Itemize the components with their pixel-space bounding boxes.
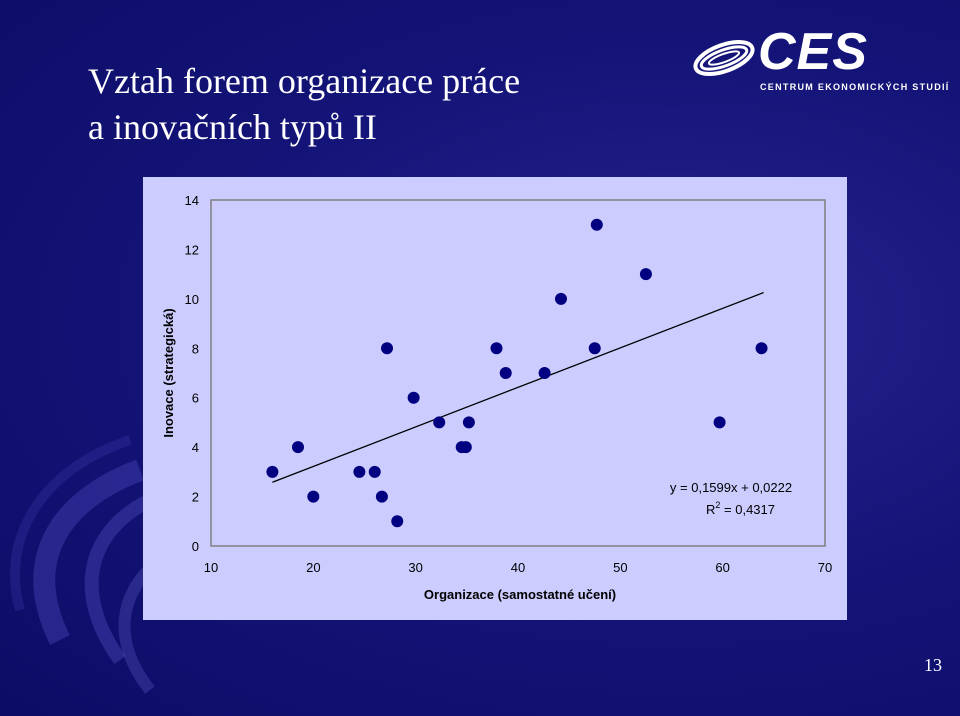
y-tick-label: 14: [185, 193, 199, 208]
chart-panel: 0 2 4 6 8 10 12 14 10 20 30 40 50 60 70 Inovace (stra…: [143, 177, 847, 620]
logo-wordmark: CES: [758, 23, 868, 81]
x-tick-label: 20: [306, 560, 320, 575]
x-tick-label: 60: [715, 560, 729, 575]
data-point: [391, 515, 404, 528]
data-point: [368, 465, 381, 478]
globe-swoosh-icon: [693, 40, 755, 76]
data-point: [381, 342, 394, 355]
x-tick-label: 50: [613, 560, 627, 575]
data-point: [433, 416, 446, 429]
data-point: [588, 342, 601, 355]
trendline: [272, 291, 764, 483]
data-point: [375, 490, 388, 503]
data-point: [307, 490, 320, 503]
y-tick-label: 4: [192, 440, 199, 455]
data-point: [462, 416, 475, 429]
plot-area: [210, 199, 826, 547]
title-line-2: a inovačních typů II: [88, 107, 377, 147]
data-point: [538, 367, 551, 379]
y-tick-label: 10: [185, 292, 199, 307]
data-point: [490, 342, 503, 355]
r-squared-exponent: 2: [715, 500, 720, 510]
x-tick-label: 30: [408, 560, 422, 575]
r-squared-value: = 0,4317: [720, 502, 775, 517]
y-tick-label: 0: [192, 539, 199, 554]
y-tick-label: 6: [192, 391, 199, 406]
data-point: [639, 268, 652, 281]
logo-subtitle: CENTRUM EKONOMICKÝCH STUDIÍ: [760, 82, 950, 92]
x-tick-label: 70: [818, 560, 832, 575]
y-tick-label: 2: [192, 490, 199, 505]
slide-title: Vztah forem organizace práce a inovačníc…: [88, 58, 520, 150]
trendline-equation: y = 0,1599x + 0,0222: [670, 480, 792, 495]
data-point: [459, 441, 472, 454]
data-point: [291, 441, 304, 454]
data-point: [499, 367, 512, 379]
page-number: 13: [924, 655, 942, 675]
data-point: [554, 292, 567, 305]
r-squared-symbol: R: [706, 502, 715, 517]
y-tick-label: 12: [185, 242, 199, 257]
scatter-chart: 0 2 4 6 8 10 12 14 10 20 30 40 50 60 70 Inovace (stra…: [161, 193, 832, 602]
data-point: [755, 342, 768, 355]
x-tick-label: 40: [511, 560, 525, 575]
title-line-1: Vztah forem organizace práce: [88, 61, 521, 101]
data-point: [266, 465, 279, 478]
data-point: [407, 391, 420, 404]
x-axis-label: Organizace (samostatné učení): [424, 587, 616, 602]
x-tick-label: 10: [204, 560, 218, 575]
data-point: [353, 465, 366, 478]
data-point: [590, 218, 603, 231]
data-point: [713, 416, 726, 429]
ces-logo: CES CENTRUM EKONOMICKÝCH STUDIÍ: [692, 23, 948, 98]
y-axis-label: Inovace (strategická): [161, 308, 176, 437]
r-squared-label: R2 = 0,4317: [706, 500, 775, 517]
y-tick-label: 8: [192, 341, 199, 356]
